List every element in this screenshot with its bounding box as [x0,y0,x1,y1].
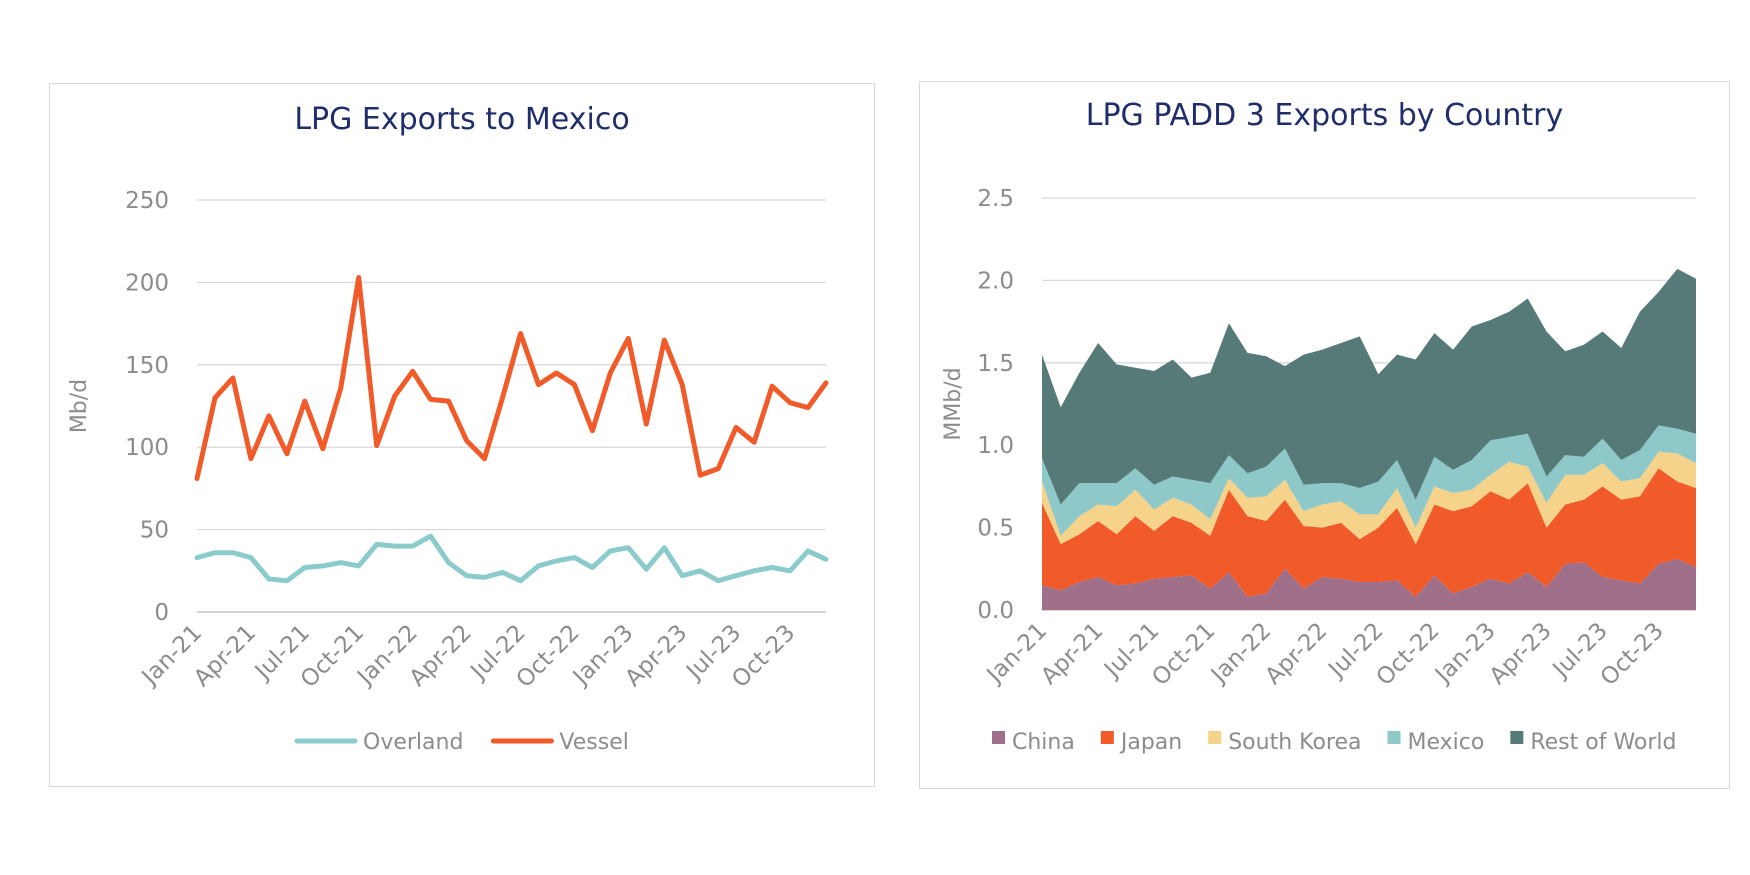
x-tick-label: Jan-23 [1429,618,1500,689]
x-tick-label: Apr-21 [1036,618,1108,690]
x-tick-label: Oct-21 [1147,618,1220,691]
area-series-mexico [1042,425,1696,536]
legend-label: Vessel [559,730,628,755]
legend-label: South Korea [1228,730,1361,755]
chart-title-mexico: LPG Exports to Mexico [294,102,630,137]
vessel-overland-chart-panel: LPG Exports to Mexico 0 50 100 150 200 250 Jan… [49,83,875,787]
x-tick-label: Jan-21 [981,618,1052,689]
legend-swatch [1100,731,1114,744]
line-series-overland [194,533,829,584]
area-series-rest-of-world [1042,268,1696,505]
x-tick-label: Apr-23 [1485,618,1557,690]
mexico-exports-line-chart: 050100150200250Jan-21Apr-21Jul-21Oct-21J… [67,188,829,755]
y-tick-label: 2.0 [977,268,1014,294]
y-tick-label: 1.5 [977,351,1014,377]
y-tick-label: 0 [154,600,169,626]
y-tick-label: 2.5 [977,186,1014,212]
y-tick-label: 150 [125,353,169,379]
legend-label: China [1012,730,1075,755]
y-tick-label: 0.5 [977,516,1014,542]
legend-label: Rest of World [1530,730,1676,755]
legend-swatch [1387,731,1401,744]
x-tick-label: Apr-21 [189,620,261,692]
area-series-japan [1042,468,1696,597]
x-tick-label: Oct-22 [1372,618,1445,691]
x-tick-label: Jan-22 [1205,618,1276,689]
y-axis-title: MMb/d [941,367,966,440]
area-series-china [1042,558,1696,610]
x-tick-label: Apr-23 [620,620,692,692]
y-tick-label: 200 [125,270,169,296]
y-axis-title: Mb/d [67,379,92,433]
y-tick-label: 1.0 [977,433,1014,459]
legend-swatch [992,731,1005,744]
x-tick-label: Oct-23 [1596,618,1669,691]
x-tick-label: Apr-22 [405,620,477,692]
line-series-vessel [194,275,829,481]
chart-title-padd3: LPG PADD 3 Exports by Country [1085,98,1564,133]
y-tick-label: 0.0 [977,598,1014,624]
legend-swatch [1510,731,1524,744]
area-series-south-korea [1042,451,1696,545]
legend-swatch [1208,731,1222,744]
padd3-exports-area-chart: 0.00.51.01.52.02.5Jan-21Apr-21Jul-21Oct-… [941,186,1696,755]
x-tick-label: Apr-22 [1260,618,1332,690]
y-tick-label: 50 [140,518,169,544]
y-tick-label: 100 [125,435,169,461]
legend-label: Overland [363,730,463,755]
legend-label: Japan [1119,730,1182,755]
y-tick-label: 250 [125,188,169,214]
padd3-country-chart-panel: LPG PADD 3 Exports by Country 0.0 0.5 1.0 1… [919,81,1730,789]
legend-label: Mexico [1408,730,1485,755]
